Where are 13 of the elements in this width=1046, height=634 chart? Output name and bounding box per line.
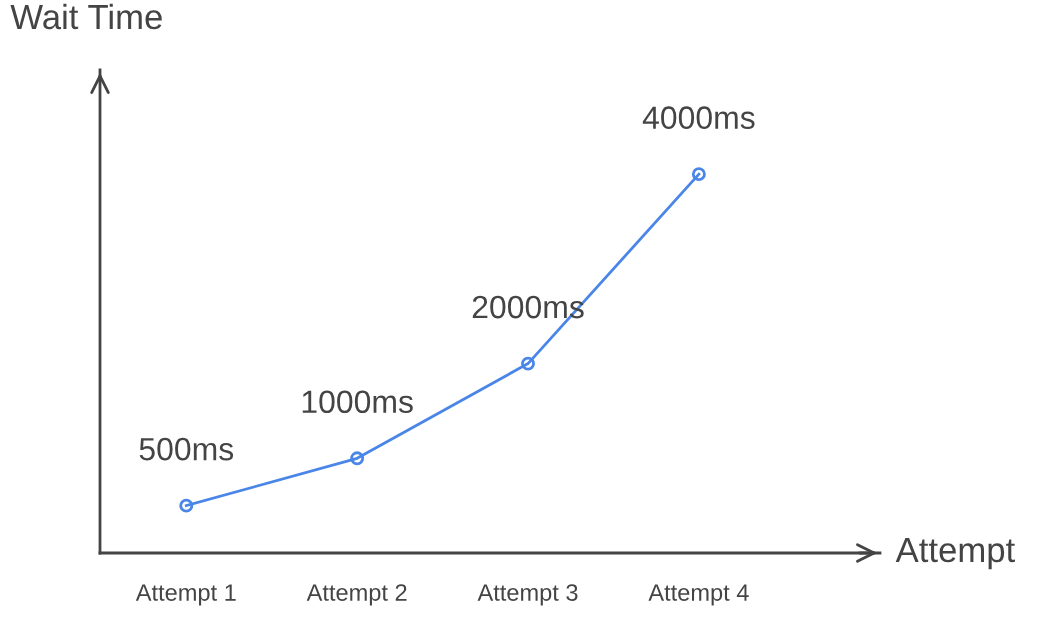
x-tick-label: Attempt 2 xyxy=(306,584,407,606)
point xyxy=(350,451,365,466)
data-label: 500ms xyxy=(139,437,234,461)
y-axis-title: Wait Time xyxy=(10,3,162,30)
x-tick-label: Attempt 1 xyxy=(135,584,236,606)
data-label: 4000ms xyxy=(642,106,755,129)
point xyxy=(691,167,706,182)
x-axis-title: Attempt xyxy=(895,538,1015,570)
x-tick-label: Attempt 4 xyxy=(648,584,749,606)
point xyxy=(521,356,535,371)
point xyxy=(179,498,194,513)
x-tick-label: Attempt 3 xyxy=(477,584,578,606)
data-label: 1000ms xyxy=(302,390,413,414)
